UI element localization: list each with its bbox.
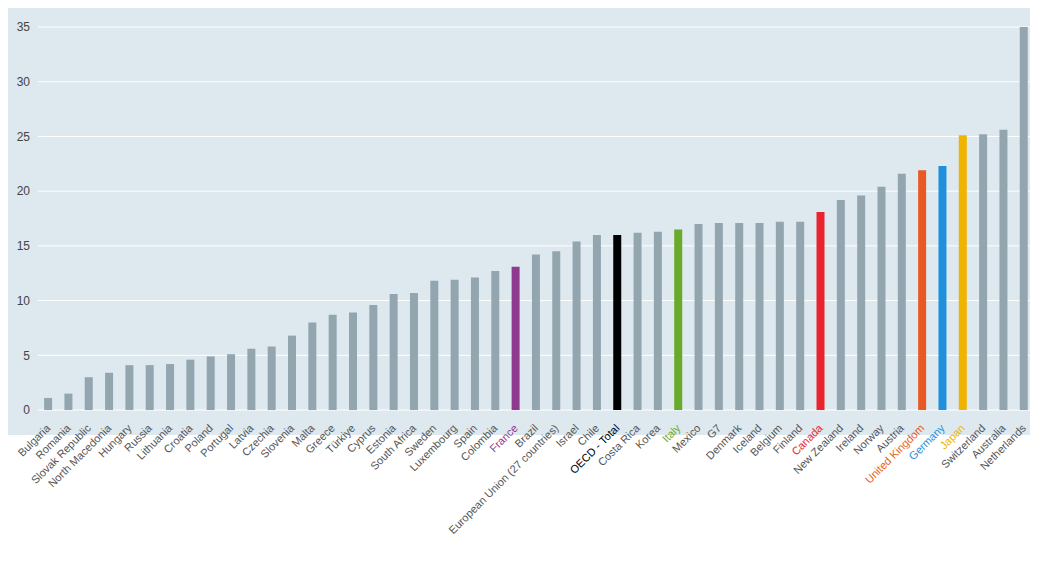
svg-text:5: 5	[23, 349, 30, 363]
svg-text:Switzerland: Switzerland	[938, 421, 988, 471]
svg-text:Australia: Australia	[969, 421, 1008, 461]
svg-text:10: 10	[17, 294, 31, 308]
svg-text:0: 0	[23, 403, 30, 417]
svg-text:Hungary: Hungary	[95, 421, 134, 460]
svg-text:Colombia: Colombia	[458, 421, 500, 464]
svg-text:Chile: Chile	[575, 421, 602, 448]
svg-text:Japan: Japan	[937, 421, 968, 452]
svg-text:Czechia: Czechia	[239, 421, 276, 459]
svg-text:30: 30	[17, 75, 31, 89]
svg-text:Brazil: Brazil	[512, 421, 541, 450]
svg-text:South Africa: South Africa	[367, 421, 419, 473]
svg-text:Poland: Poland	[182, 421, 215, 455]
svg-text:Slovenia: Slovenia	[258, 421, 297, 461]
svg-text:Italy: Italy	[659, 421, 683, 445]
svg-text:Malta: Malta	[289, 421, 317, 450]
svg-text:Netherlands: Netherlands	[978, 421, 1029, 472]
svg-text:Russia: Russia	[121, 421, 154, 454]
svg-text:Mexico: Mexico	[670, 422, 703, 455]
svg-text:Türkiye: Türkiye	[323, 421, 358, 456]
svg-text:Germany: Germany	[906, 421, 947, 463]
svg-text:Croatia: Croatia	[161, 421, 195, 456]
svg-text:North Macedonia: North Macedonia	[45, 421, 114, 490]
svg-text:Korea: Korea	[633, 421, 663, 451]
svg-text:Belgium: Belgium	[747, 421, 785, 459]
svg-text:Norway: Norway	[850, 421, 886, 457]
svg-text:OECD - Total: OECD - Total	[567, 421, 622, 476]
svg-text:Finland: Finland	[770, 421, 805, 456]
svg-text:Denmark: Denmark	[703, 421, 744, 462]
svg-text:United Kingdom: United Kingdom	[862, 421, 927, 486]
svg-text:Estonia: Estonia	[363, 421, 398, 457]
svg-text:Ireland: Ireland	[833, 421, 866, 454]
svg-text:European Union (27 countries): European Union (27 countries)	[446, 422, 560, 536]
svg-text:Iceland: Iceland	[730, 421, 764, 456]
svg-text:France: France	[487, 421, 520, 455]
svg-text:Canada: Canada	[789, 421, 825, 458]
svg-text:New Zealand: New Zealand	[790, 421, 846, 477]
svg-text:Lithuania: Lithuania	[134, 421, 175, 462]
svg-text:20: 20	[17, 184, 31, 198]
svg-text:15: 15	[17, 239, 31, 253]
svg-text:Portugal: Portugal	[197, 421, 236, 460]
svg-text:Greece: Greece	[303, 421, 337, 456]
svg-text:Latvia: Latvia	[226, 421, 256, 451]
svg-text:G7: G7	[704, 421, 724, 441]
svg-text:Romania: Romania	[33, 421, 73, 462]
svg-text:35: 35	[17, 20, 31, 34]
svg-text:Costa Rica: Costa Rica	[595, 421, 642, 469]
svg-text:Sweden: Sweden	[402, 421, 439, 459]
svg-text:Cyprus: Cyprus	[344, 421, 378, 455]
svg-text:Luxembourg: Luxembourg	[407, 422, 459, 474]
svg-text:Austria: Austria	[873, 421, 907, 455]
svg-text:Israel: Israel	[553, 422, 581, 450]
svg-text:Slovak Republic: Slovak Republic	[28, 421, 94, 486]
svg-text:Spain: Spain	[450, 421, 480, 451]
svg-text:Bulgaria: Bulgaria	[15, 421, 53, 459]
svg-text:25: 25	[17, 130, 31, 144]
